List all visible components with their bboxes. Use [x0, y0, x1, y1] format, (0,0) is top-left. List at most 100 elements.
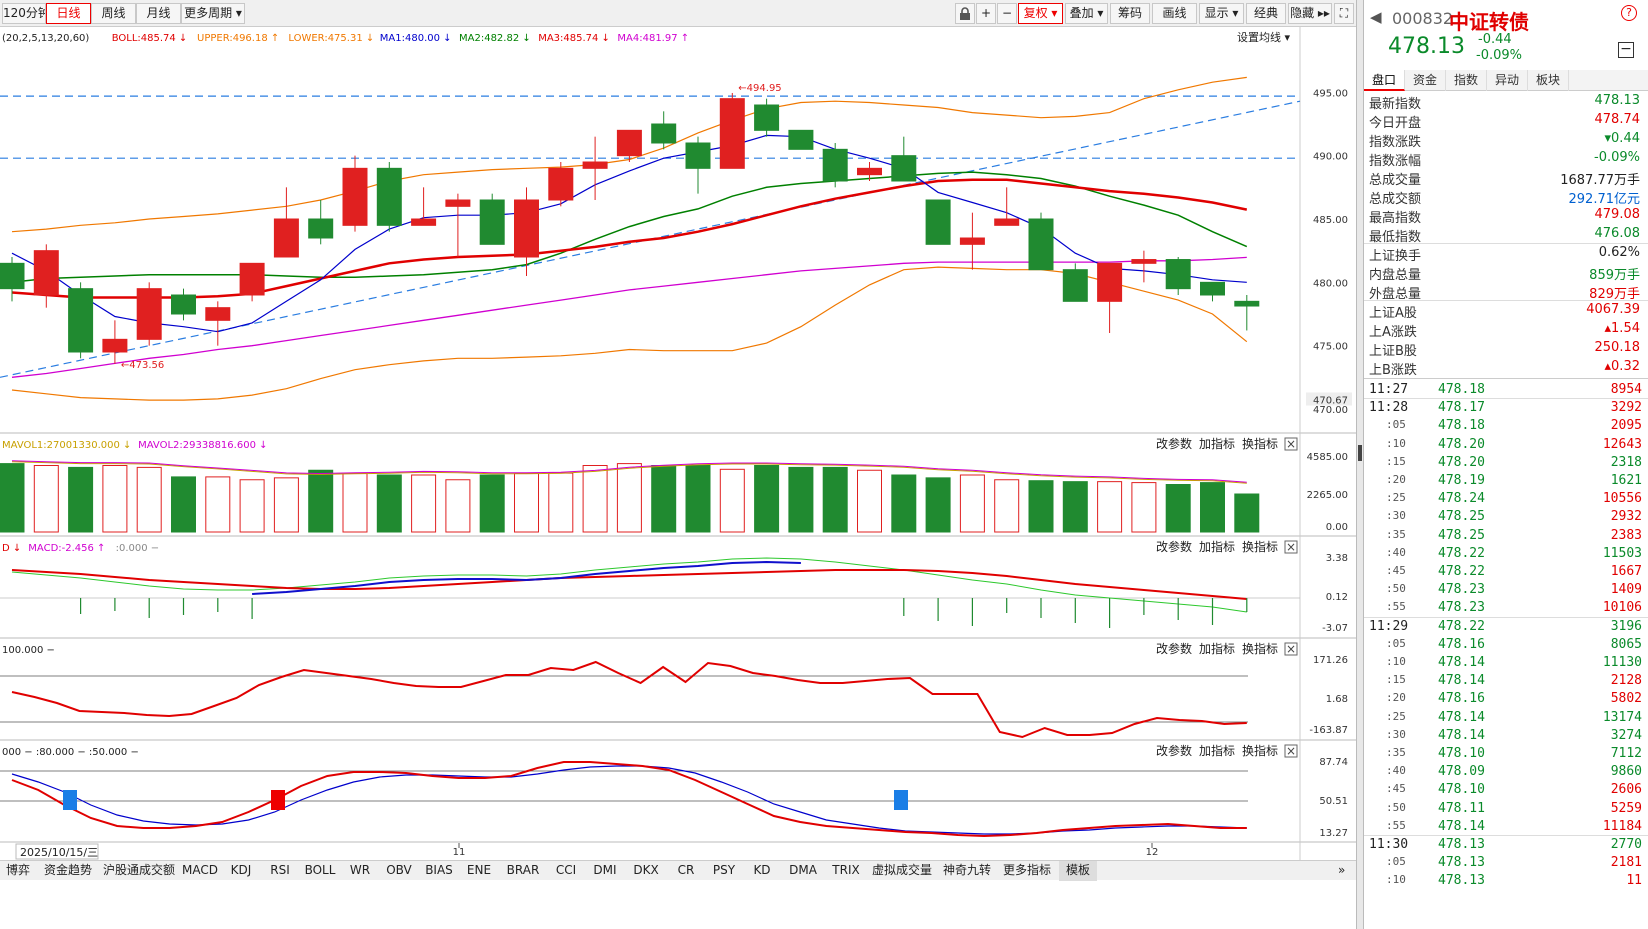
quote-row: 上B涨跌 ▴0.32 [1364, 358, 1648, 378]
volume-button[interactable]: 换指标 [1242, 436, 1278, 451]
close-icon[interactable] [1284, 642, 1298, 656]
display-dropdown[interactable]: 显示 ▾ [1199, 3, 1244, 24]
indicator-tab[interactable]: 博弈 [5, 863, 30, 877]
tab-sectors[interactable]: 板块 [1528, 70, 1569, 91]
cci-button[interactable]: 加指标 [1199, 641, 1235, 656]
close-icon[interactable] [1284, 437, 1298, 451]
close-icon[interactable] [1284, 540, 1298, 554]
close-icon[interactable] [1284, 744, 1298, 758]
indicator-tab[interactable]: RSI [270, 863, 290, 877]
cci-button[interactable]: 改参数 [1156, 641, 1192, 656]
volume-button[interactable]: 改参数 [1156, 436, 1192, 451]
tick-list[interactable]: 11:27 478.18 8954 11:28 478.17 3292:05 478.18 2… [1364, 378, 1648, 929]
hide-button[interactable]: 隐藏 ▸▸ [1288, 3, 1332, 24]
indicator-tab[interactable]: DMI [593, 863, 617, 877]
candle [1234, 300, 1260, 307]
macd-button[interactable]: 加指标 [1199, 539, 1235, 554]
zoom-in-icon[interactable]: + [976, 3, 996, 24]
fullscreen-icon[interactable]: ⛶ [1334, 3, 1354, 24]
tick-price: 478.22 [1438, 545, 1485, 561]
ma1-line [11, 134, 1247, 333]
indicator-tab[interactable]: TRIX [832, 863, 860, 877]
indicator-tab[interactable]: CCI [555, 863, 577, 877]
indicator-tab[interactable]: 虚拟成交量 [871, 863, 932, 877]
sub-legend-entry: D ↓ [2, 543, 21, 554]
tab-funds[interactable]: 资金 [1405, 70, 1446, 91]
indicator-tab[interactable]: PSY [712, 863, 736, 877]
volume-bar [1028, 480, 1054, 533]
macd-button[interactable]: 改参数 [1156, 539, 1192, 554]
tab-index[interactable]: 指数 [1446, 70, 1487, 91]
volume-bar [719, 468, 745, 533]
indicator-tab[interactable]: 神奇九转 [942, 863, 991, 877]
volume-bar [548, 472, 574, 533]
quote-label: 今日开盘 [1369, 116, 1422, 131]
y-tick-label: 490.00 [1313, 152, 1348, 163]
lock-icon[interactable] [955, 3, 975, 24]
y-tick-label: -163.87 [1309, 725, 1348, 736]
indicator-tab[interactable]: BRAR [506, 863, 540, 877]
more-periods-dropdown[interactable]: 更多周期 ▾ [181, 3, 245, 24]
indicator-tab[interactable]: ENE [466, 863, 492, 877]
period-monthly-button[interactable]: 月线 [136, 3, 181, 24]
x-axis-label: 11 [453, 847, 466, 858]
macd-button[interactable]: 换指标 [1242, 539, 1278, 554]
indicator-tab[interactable]: BIAS [425, 863, 453, 877]
tick-row: :30 478.25 2932 [1364, 508, 1648, 526]
tick-time: :40 [1386, 764, 1406, 778]
chips-button[interactable]: 筹码 [1110, 3, 1150, 24]
tick-volume: 8954 [1610, 382, 1642, 397]
indicator-tab[interactable]: 模板 [1059, 861, 1097, 881]
indicator-tab[interactable]: 更多指标 [1002, 863, 1051, 877]
volume-bar [616, 463, 642, 533]
kdj-button[interactable]: 加指标 [1199, 743, 1235, 758]
indicator-tab[interactable]: KD [753, 863, 771, 877]
indicator-tab[interactable]: BOLL [304, 863, 336, 877]
tick-time: :25 [1386, 491, 1406, 505]
cci-button[interactable]: 换指标 [1242, 641, 1278, 656]
kdj-button[interactable]: 换指标 [1242, 743, 1278, 758]
indicator-tab[interactable]: CR [677, 863, 695, 877]
kline-chart[interactable]: (20,2,5,13,20,60) BOLL:485.74 ↓ UPPER:496.… [0, 27, 1356, 860]
indicator-tab[interactable]: KDJ [230, 863, 252, 877]
overlay-dropdown[interactable]: 叠加 ▾ [1065, 3, 1108, 24]
sub-legend-entry: MAVOL2:29338816.600 ↓ [138, 440, 267, 451]
tick-row: :45 478.10 2606 [1364, 781, 1648, 799]
back-arrow-icon[interactable]: ◀ [1370, 8, 1382, 26]
indicator-tab[interactable]: DMA [789, 863, 817, 877]
draw-line-button[interactable]: 画线 [1152, 3, 1197, 24]
collapse-icon[interactable]: − [1618, 42, 1634, 58]
indicator-tab[interactable]: MACD [182, 863, 218, 877]
tick-price: 478.24 [1438, 491, 1485, 507]
volume-bar [479, 474, 505, 533]
candle [822, 148, 848, 182]
indicator-tab[interactable]: OBV [386, 863, 412, 877]
indicator-tab[interactable]: 资金趋势 [43, 863, 92, 877]
quote-label: 指数涨幅 [1369, 154, 1422, 169]
kdj-button[interactable]: 改参数 [1156, 743, 1192, 758]
help-icon[interactable]: ? [1621, 5, 1637, 21]
indicator-tab[interactable]: DKX [633, 863, 659, 877]
tick-price: 478.20 [1438, 454, 1485, 470]
tab-alerts[interactable]: 异动 [1487, 70, 1528, 91]
volume-button[interactable]: 加指标 [1199, 436, 1235, 451]
set-ma-button[interactable]: 设置均线 ▾ [1237, 30, 1290, 44]
tick-price: 478.18 [1438, 418, 1485, 434]
tick-time: :50 [1386, 582, 1406, 596]
adjust-rights-dropdown[interactable]: 复权 ▾ [1018, 3, 1063, 24]
period-daily-button[interactable]: 日线 [46, 3, 91, 24]
tick-price: 478.23 [1438, 600, 1485, 616]
ma2-line [11, 171, 1248, 284]
tab-handicap[interactable]: 盘口 [1364, 70, 1405, 91]
candle [68, 288, 94, 353]
classic-button[interactable]: 经典 [1246, 3, 1286, 24]
period-weekly-button[interactable]: 周线 [91, 3, 136, 24]
indicator-tab[interactable]: WR [349, 863, 371, 877]
quote-label: 上证A股 [1369, 306, 1417, 321]
zoom-out-icon[interactable]: − [997, 3, 1017, 24]
kdj-signal-marker [63, 790, 77, 810]
indicator-tab[interactable]: 沪股通成交额 [102, 863, 175, 877]
panel-splitter[interactable] [1356, 0, 1364, 929]
period-120min-button[interactable]: 120分钟 [2, 3, 46, 24]
scroll-right-icon[interactable]: » [1338, 863, 1346, 877]
